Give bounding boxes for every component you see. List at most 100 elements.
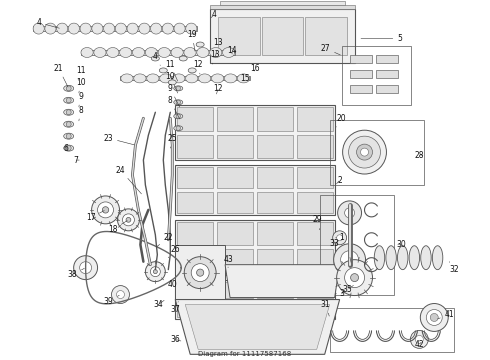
- Ellipse shape: [188, 68, 196, 73]
- Bar: [175, 165, 335, 215]
- Circle shape: [117, 291, 124, 298]
- Ellipse shape: [174, 23, 185, 34]
- Circle shape: [74, 256, 98, 280]
- Text: 13: 13: [213, 38, 223, 57]
- Ellipse shape: [198, 74, 211, 83]
- Ellipse shape: [184, 48, 196, 58]
- Circle shape: [146, 262, 165, 282]
- Text: 34: 34: [153, 300, 164, 309]
- Text: 10: 10: [76, 78, 85, 93]
- Ellipse shape: [179, 56, 187, 61]
- Circle shape: [344, 268, 365, 288]
- Circle shape: [66, 110, 71, 115]
- Text: 12: 12: [194, 60, 203, 74]
- Circle shape: [184, 257, 216, 289]
- Polygon shape: [185, 305, 330, 349]
- Text: 15: 15: [240, 74, 250, 83]
- Text: 4: 4: [36, 18, 59, 28]
- Text: 18: 18: [108, 221, 127, 234]
- Bar: [297, 302, 333, 318]
- Text: 39: 39: [104, 295, 119, 306]
- Ellipse shape: [134, 74, 146, 83]
- Text: 37: 37: [171, 302, 180, 314]
- Text: 21: 21: [54, 64, 68, 87]
- Bar: [33, 26, 197, 31]
- Text: 28: 28: [415, 150, 424, 159]
- Text: 19: 19: [187, 30, 197, 51]
- Text: 31: 31: [321, 300, 330, 316]
- Circle shape: [337, 260, 372, 296]
- Bar: [330, 120, 424, 185]
- Circle shape: [344, 208, 355, 218]
- Text: 42: 42: [415, 340, 424, 349]
- Bar: [297, 282, 333, 298]
- Circle shape: [357, 144, 372, 160]
- Circle shape: [420, 303, 448, 332]
- Text: 3: 3: [336, 289, 344, 298]
- Bar: [175, 220, 335, 275]
- Ellipse shape: [45, 23, 56, 34]
- Text: 16: 16: [250, 64, 260, 73]
- Ellipse shape: [386, 246, 396, 270]
- Ellipse shape: [409, 246, 419, 270]
- Bar: [257, 135, 293, 158]
- Ellipse shape: [81, 48, 93, 58]
- Text: 38: 38: [68, 268, 84, 279]
- Bar: [376, 85, 398, 93]
- Circle shape: [337, 235, 343, 241]
- Text: 43: 43: [223, 255, 233, 268]
- Text: 23: 23: [104, 134, 134, 145]
- Bar: [349, 85, 371, 93]
- Circle shape: [361, 148, 368, 156]
- Circle shape: [102, 207, 109, 213]
- Bar: [177, 282, 213, 298]
- Bar: [257, 282, 293, 298]
- Bar: [257, 222, 293, 245]
- Text: 40: 40: [168, 276, 177, 289]
- Circle shape: [191, 264, 209, 282]
- Ellipse shape: [397, 246, 408, 270]
- Ellipse shape: [159, 68, 167, 73]
- Bar: [217, 135, 253, 158]
- Circle shape: [176, 126, 180, 130]
- Circle shape: [176, 114, 180, 118]
- Bar: [376, 71, 398, 78]
- Bar: [177, 167, 213, 188]
- Ellipse shape: [186, 74, 198, 83]
- Bar: [217, 302, 253, 318]
- Text: 11: 11: [76, 66, 85, 80]
- Ellipse shape: [174, 126, 183, 131]
- Circle shape: [118, 209, 140, 231]
- Text: 10: 10: [166, 72, 178, 93]
- Bar: [217, 192, 253, 213]
- Text: Diagram for 11117587168: Diagram for 11117587168: [198, 351, 292, 357]
- Circle shape: [176, 86, 180, 91]
- Text: 8: 8: [168, 96, 180, 119]
- Text: 27: 27: [321, 44, 341, 55]
- Text: 13: 13: [210, 50, 220, 64]
- Ellipse shape: [150, 23, 162, 34]
- Bar: [349, 55, 371, 63]
- Ellipse shape: [421, 246, 431, 270]
- Circle shape: [343, 130, 387, 174]
- Text: 4: 4: [211, 10, 217, 19]
- Bar: [257, 302, 293, 318]
- Text: 4: 4: [153, 52, 160, 66]
- Ellipse shape: [222, 48, 235, 58]
- Circle shape: [98, 202, 114, 218]
- Circle shape: [334, 244, 366, 276]
- Circle shape: [348, 136, 380, 168]
- Ellipse shape: [64, 97, 74, 103]
- Text: 9: 9: [78, 92, 83, 107]
- Bar: [177, 192, 213, 213]
- Ellipse shape: [160, 74, 172, 83]
- Text: 29: 29: [313, 215, 322, 230]
- Circle shape: [66, 122, 71, 127]
- Bar: [297, 167, 333, 188]
- Bar: [376, 55, 398, 63]
- Ellipse shape: [107, 48, 119, 58]
- Ellipse shape: [115, 23, 126, 34]
- Ellipse shape: [237, 74, 250, 83]
- Bar: [177, 302, 213, 318]
- Bar: [121, 76, 250, 81]
